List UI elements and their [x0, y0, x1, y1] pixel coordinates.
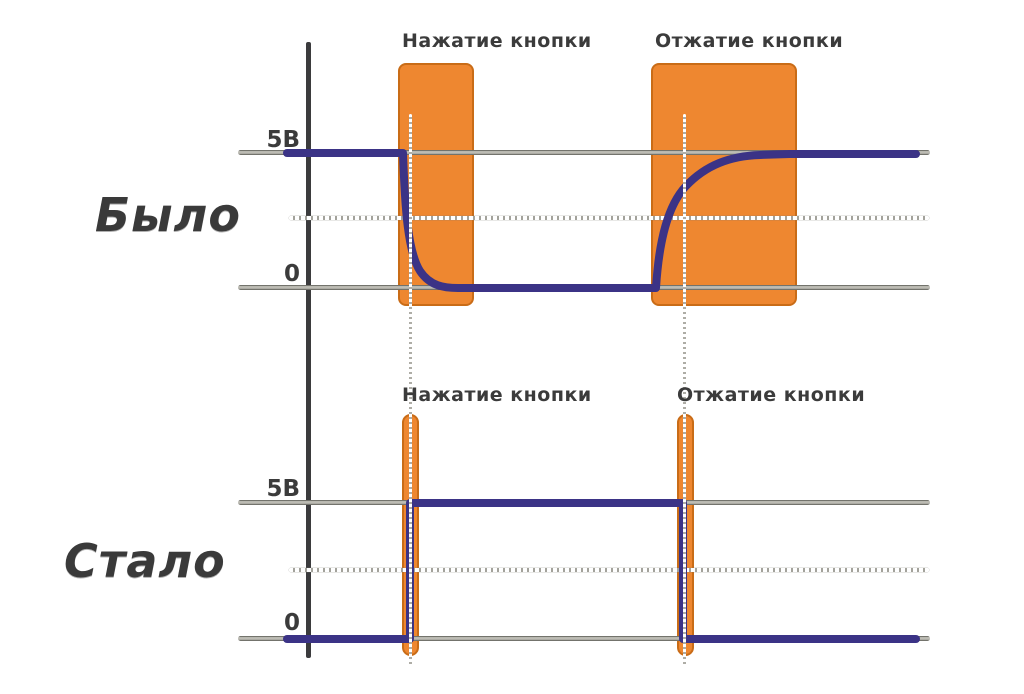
after-signal-trace	[283, 499, 920, 643]
before-high-level-line	[238, 150, 930, 155]
before-panel-title: Было	[95, 188, 241, 242]
vertical-axis	[306, 42, 311, 658]
before-press-label: Нажатие кнопки	[402, 30, 592, 52]
after-level-high-label: 5В	[266, 476, 300, 502]
after-mid-level-line	[289, 568, 929, 572]
before-release-highlight	[651, 63, 797, 306]
release-time-marker-line	[683, 114, 686, 666]
press-time-marker-line	[409, 114, 412, 666]
after-low-level-line	[238, 636, 930, 641]
before-level-low-label: 0	[283, 261, 300, 287]
before-signal-trace	[283, 149, 920, 292]
before-mid-level-line	[289, 216, 929, 220]
after-panel-title: Стало	[64, 534, 226, 588]
before-release-label: Отжатие кнопки	[655, 30, 844, 52]
after-release-label: Отжатие кнопки	[677, 384, 866, 406]
after-level-low-label: 0	[283, 610, 300, 636]
after-press-label: Нажатие кнопки	[402, 384, 592, 406]
before-level-high-label: 5В	[266, 127, 300, 153]
